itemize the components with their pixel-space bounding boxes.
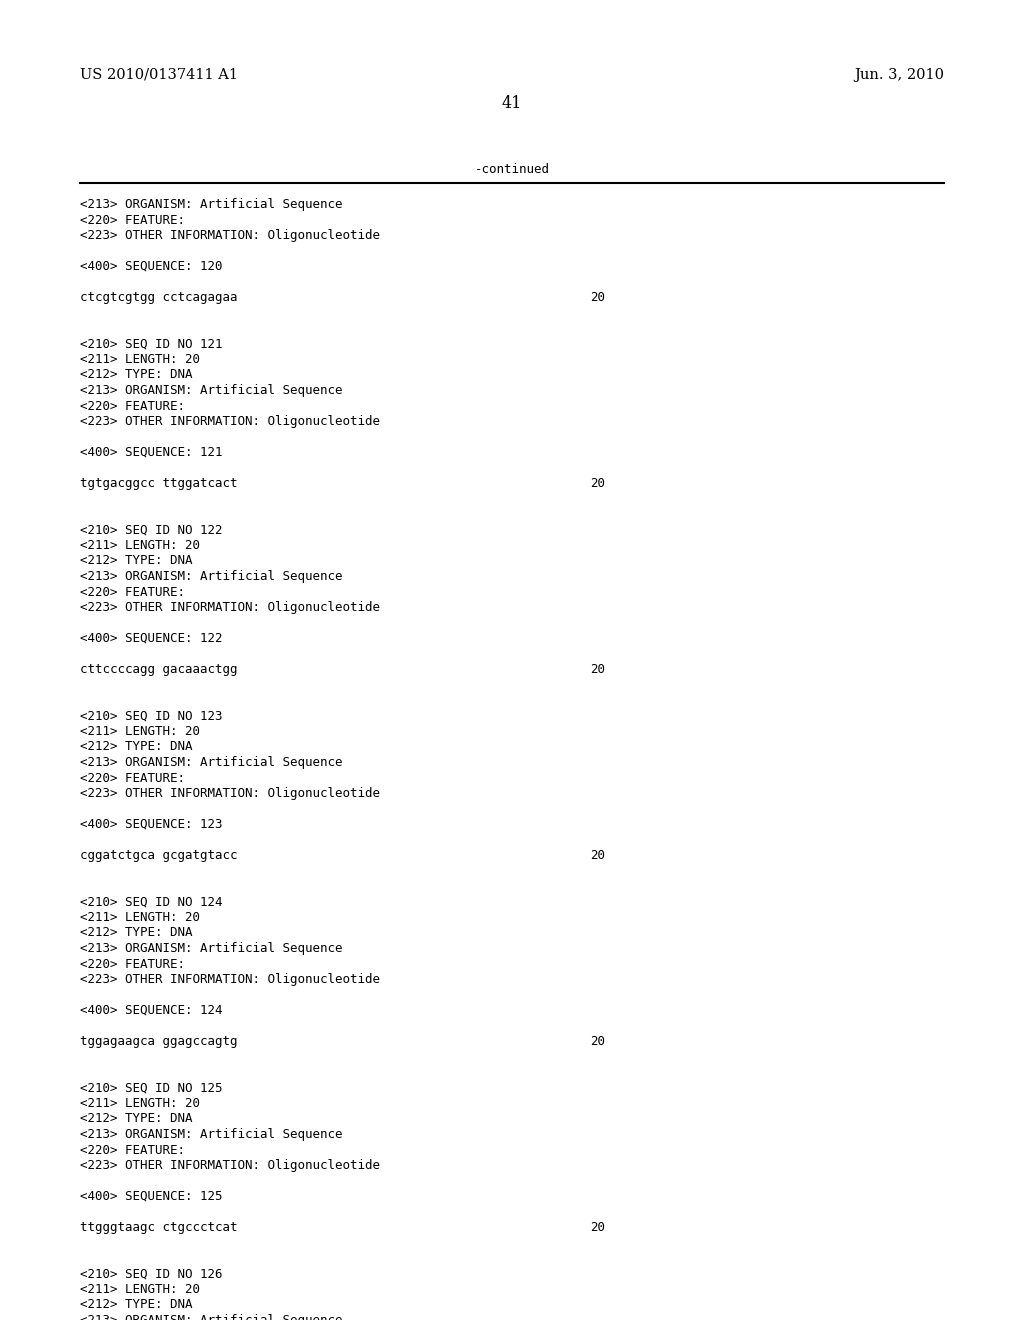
Text: 20: 20 [590, 477, 605, 490]
Text: <213> ORGANISM: Artificial Sequence: <213> ORGANISM: Artificial Sequence [80, 756, 342, 770]
Text: 41: 41 [502, 95, 522, 112]
Text: <210> SEQ ID NO 124: <210> SEQ ID NO 124 [80, 895, 222, 908]
Text: <400> SEQUENCE: 125: <400> SEQUENCE: 125 [80, 1191, 222, 1203]
Text: <220> FEATURE:: <220> FEATURE: [80, 1143, 185, 1156]
Text: cggatctgca gcgatgtacc: cggatctgca gcgatgtacc [80, 849, 238, 862]
Text: <212> TYPE: DNA: <212> TYPE: DNA [80, 368, 193, 381]
Text: 20: 20 [590, 849, 605, 862]
Text: <211> LENGTH: 20: <211> LENGTH: 20 [80, 539, 200, 552]
Text: 20: 20 [590, 290, 605, 304]
Text: US 2010/0137411 A1: US 2010/0137411 A1 [80, 69, 238, 82]
Text: <211> LENGTH: 20: <211> LENGTH: 20 [80, 1097, 200, 1110]
Text: <212> TYPE: DNA: <212> TYPE: DNA [80, 1299, 193, 1312]
Text: <220> FEATURE:: <220> FEATURE: [80, 957, 185, 970]
Text: 20: 20 [590, 1035, 605, 1048]
Text: <400> SEQUENCE: 124: <400> SEQUENCE: 124 [80, 1005, 222, 1016]
Text: <223> OTHER INFORMATION: Oligonucleotide: <223> OTHER INFORMATION: Oligonucleotide [80, 787, 380, 800]
Text: tgtgacggcc ttggatcact: tgtgacggcc ttggatcact [80, 477, 238, 490]
Text: <223> OTHER INFORMATION: Oligonucleotide: <223> OTHER INFORMATION: Oligonucleotide [80, 414, 380, 428]
Text: <213> ORGANISM: Artificial Sequence: <213> ORGANISM: Artificial Sequence [80, 384, 342, 397]
Text: 20: 20 [590, 1221, 605, 1234]
Text: ctcgtcgtgg cctcagagaa: ctcgtcgtgg cctcagagaa [80, 290, 238, 304]
Text: <210> SEQ ID NO 121: <210> SEQ ID NO 121 [80, 338, 222, 351]
Text: <220> FEATURE:: <220> FEATURE: [80, 771, 185, 784]
Text: <210> SEQ ID NO 122: <210> SEQ ID NO 122 [80, 524, 222, 536]
Text: <213> ORGANISM: Artificial Sequence: <213> ORGANISM: Artificial Sequence [80, 570, 342, 583]
Text: <220> FEATURE:: <220> FEATURE: [80, 586, 185, 598]
Text: <223> OTHER INFORMATION: Oligonucleotide: <223> OTHER INFORMATION: Oligonucleotide [80, 973, 380, 986]
Text: 20: 20 [590, 663, 605, 676]
Text: <223> OTHER INFORMATION: Oligonucleotide: <223> OTHER INFORMATION: Oligonucleotide [80, 1159, 380, 1172]
Text: <211> LENGTH: 20: <211> LENGTH: 20 [80, 1283, 200, 1296]
Text: tggagaagca ggagccagtg: tggagaagca ggagccagtg [80, 1035, 238, 1048]
Text: <212> TYPE: DNA: <212> TYPE: DNA [80, 1113, 193, 1126]
Text: <400> SEQUENCE: 122: <400> SEQUENCE: 122 [80, 632, 222, 645]
Text: cttccccagg gacaaactgg: cttccccagg gacaaactgg [80, 663, 238, 676]
Text: <213> ORGANISM: Artificial Sequence: <213> ORGANISM: Artificial Sequence [80, 1129, 342, 1140]
Text: <223> OTHER INFORMATION: Oligonucleotide: <223> OTHER INFORMATION: Oligonucleotide [80, 601, 380, 614]
Text: <213> ORGANISM: Artificial Sequence: <213> ORGANISM: Artificial Sequence [80, 942, 342, 954]
Text: <212> TYPE: DNA: <212> TYPE: DNA [80, 741, 193, 754]
Text: <210> SEQ ID NO 125: <210> SEQ ID NO 125 [80, 1081, 222, 1094]
Text: <400> SEQUENCE: 123: <400> SEQUENCE: 123 [80, 818, 222, 832]
Text: -continued: -continued [474, 162, 550, 176]
Text: ttgggtaagc ctgccctcat: ttgggtaagc ctgccctcat [80, 1221, 238, 1234]
Text: <211> LENGTH: 20: <211> LENGTH: 20 [80, 352, 200, 366]
Text: <220> FEATURE:: <220> FEATURE: [80, 400, 185, 412]
Text: <223> OTHER INFORMATION: Oligonucleotide: <223> OTHER INFORMATION: Oligonucleotide [80, 228, 380, 242]
Text: <400> SEQUENCE: 121: <400> SEQUENCE: 121 [80, 446, 222, 459]
Text: <211> LENGTH: 20: <211> LENGTH: 20 [80, 725, 200, 738]
Text: <210> SEQ ID NO 123: <210> SEQ ID NO 123 [80, 710, 222, 722]
Text: <213> ORGANISM: Artificial Sequence: <213> ORGANISM: Artificial Sequence [80, 198, 342, 211]
Text: <212> TYPE: DNA: <212> TYPE: DNA [80, 554, 193, 568]
Text: <211> LENGTH: 20: <211> LENGTH: 20 [80, 911, 200, 924]
Text: <212> TYPE: DNA: <212> TYPE: DNA [80, 927, 193, 940]
Text: Jun. 3, 2010: Jun. 3, 2010 [854, 69, 944, 82]
Text: <210> SEQ ID NO 126: <210> SEQ ID NO 126 [80, 1267, 222, 1280]
Text: <213> ORGANISM: Artificial Sequence: <213> ORGANISM: Artificial Sequence [80, 1313, 342, 1320]
Text: <220> FEATURE:: <220> FEATURE: [80, 214, 185, 227]
Text: <400> SEQUENCE: 120: <400> SEQUENCE: 120 [80, 260, 222, 273]
